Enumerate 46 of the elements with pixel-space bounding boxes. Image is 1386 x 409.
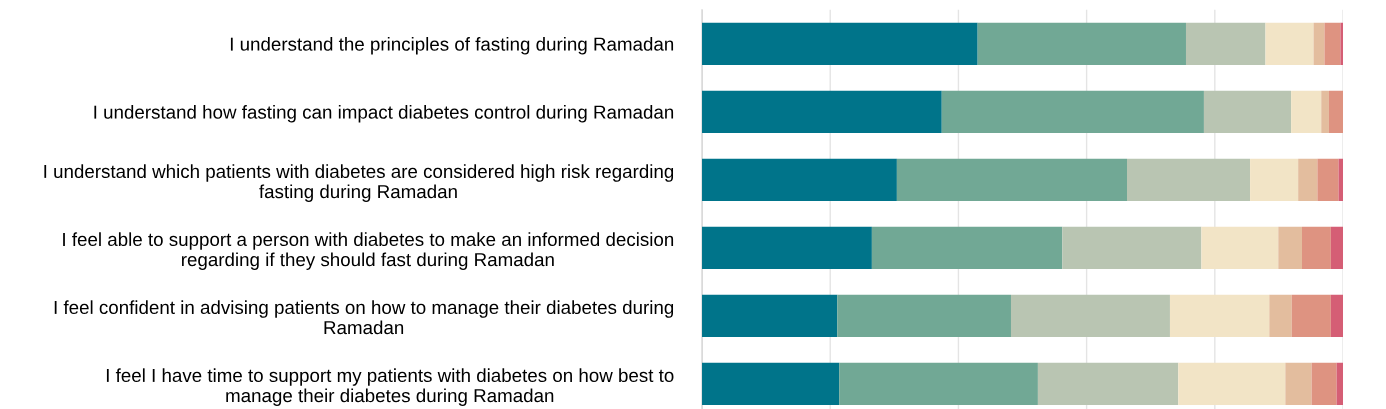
y-tick-label: I feel I have time to support my patients with diabetes on how best to manage their diabetes during Ramadan	[106, 368, 674, 406]
y-tick-label: I understand which patients with diabetes are considered high risk regarding fasting during Ramadan	[44, 164, 674, 202]
bar	[1321, 90, 1329, 133]
bar	[1291, 90, 1322, 133]
bar	[1285, 362, 1312, 405]
bar	[1278, 226, 1303, 269]
bar	[1203, 90, 1292, 133]
bar	[1330, 226, 1344, 269]
bar	[977, 22, 1186, 65]
bar	[1037, 362, 1179, 405]
bar	[1250, 158, 1299, 201]
bar	[896, 158, 1128, 201]
bar	[1340, 22, 1344, 65]
y-tick-label: I understand how fasting can impact diabetes control during Ramadan	[94, 105, 674, 123]
bar	[1336, 362, 1344, 405]
bar	[1330, 294, 1344, 337]
bar	[1265, 22, 1314, 65]
bar	[1298, 158, 1318, 201]
bar	[1062, 226, 1202, 269]
bar	[1201, 226, 1279, 269]
bar	[702, 362, 840, 405]
bar	[1169, 294, 1270, 337]
bar	[702, 226, 872, 269]
bar	[1317, 158, 1339, 201]
bar	[1127, 158, 1251, 201]
bar	[1324, 22, 1341, 65]
y-tick-label: I understand the principles of fasting during Ramadan	[230, 37, 674, 55]
bar	[1269, 294, 1292, 337]
bar	[1010, 294, 1170, 337]
bar	[702, 294, 838, 337]
bar	[1185, 22, 1266, 65]
bar	[1291, 294, 1331, 337]
y-tick-label: I feel able to support a person with diabetes to make an informed decision regarding if they should fast during Ramadan	[63, 232, 674, 270]
bar	[871, 226, 1063, 269]
bar	[1328, 90, 1344, 133]
bar	[837, 294, 1011, 337]
bar	[1302, 226, 1331, 269]
bar	[1311, 362, 1337, 405]
bar	[941, 90, 1204, 133]
bar	[839, 362, 1038, 405]
bar	[702, 90, 942, 133]
bar	[702, 158, 897, 201]
bar	[1178, 362, 1286, 405]
bar	[702, 22, 978, 65]
y-tick-label: I feel confident in advising patients on how to manage their diabetes during Ramadan	[54, 300, 674, 335]
bar	[1313, 22, 1325, 65]
